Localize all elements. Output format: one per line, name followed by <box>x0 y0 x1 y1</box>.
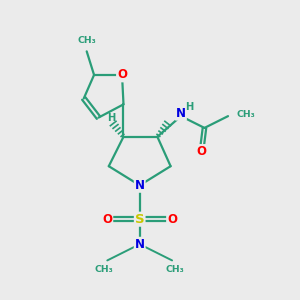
Text: N: N <box>135 179 145 192</box>
Text: O: O <box>167 213 177 226</box>
Text: N: N <box>135 238 145 251</box>
Text: N: N <box>176 107 186 120</box>
Text: CH₃: CH₃ <box>236 110 255 119</box>
Text: H: H <box>108 113 116 123</box>
Text: S: S <box>135 213 145 226</box>
Text: O: O <box>196 145 206 158</box>
Text: O: O <box>102 213 112 226</box>
Text: O: O <box>117 68 127 81</box>
Text: H: H <box>185 102 193 112</box>
Text: CH₃: CH₃ <box>95 265 114 274</box>
Text: CH₃: CH₃ <box>77 37 96 46</box>
Text: CH₃: CH₃ <box>166 265 184 274</box>
